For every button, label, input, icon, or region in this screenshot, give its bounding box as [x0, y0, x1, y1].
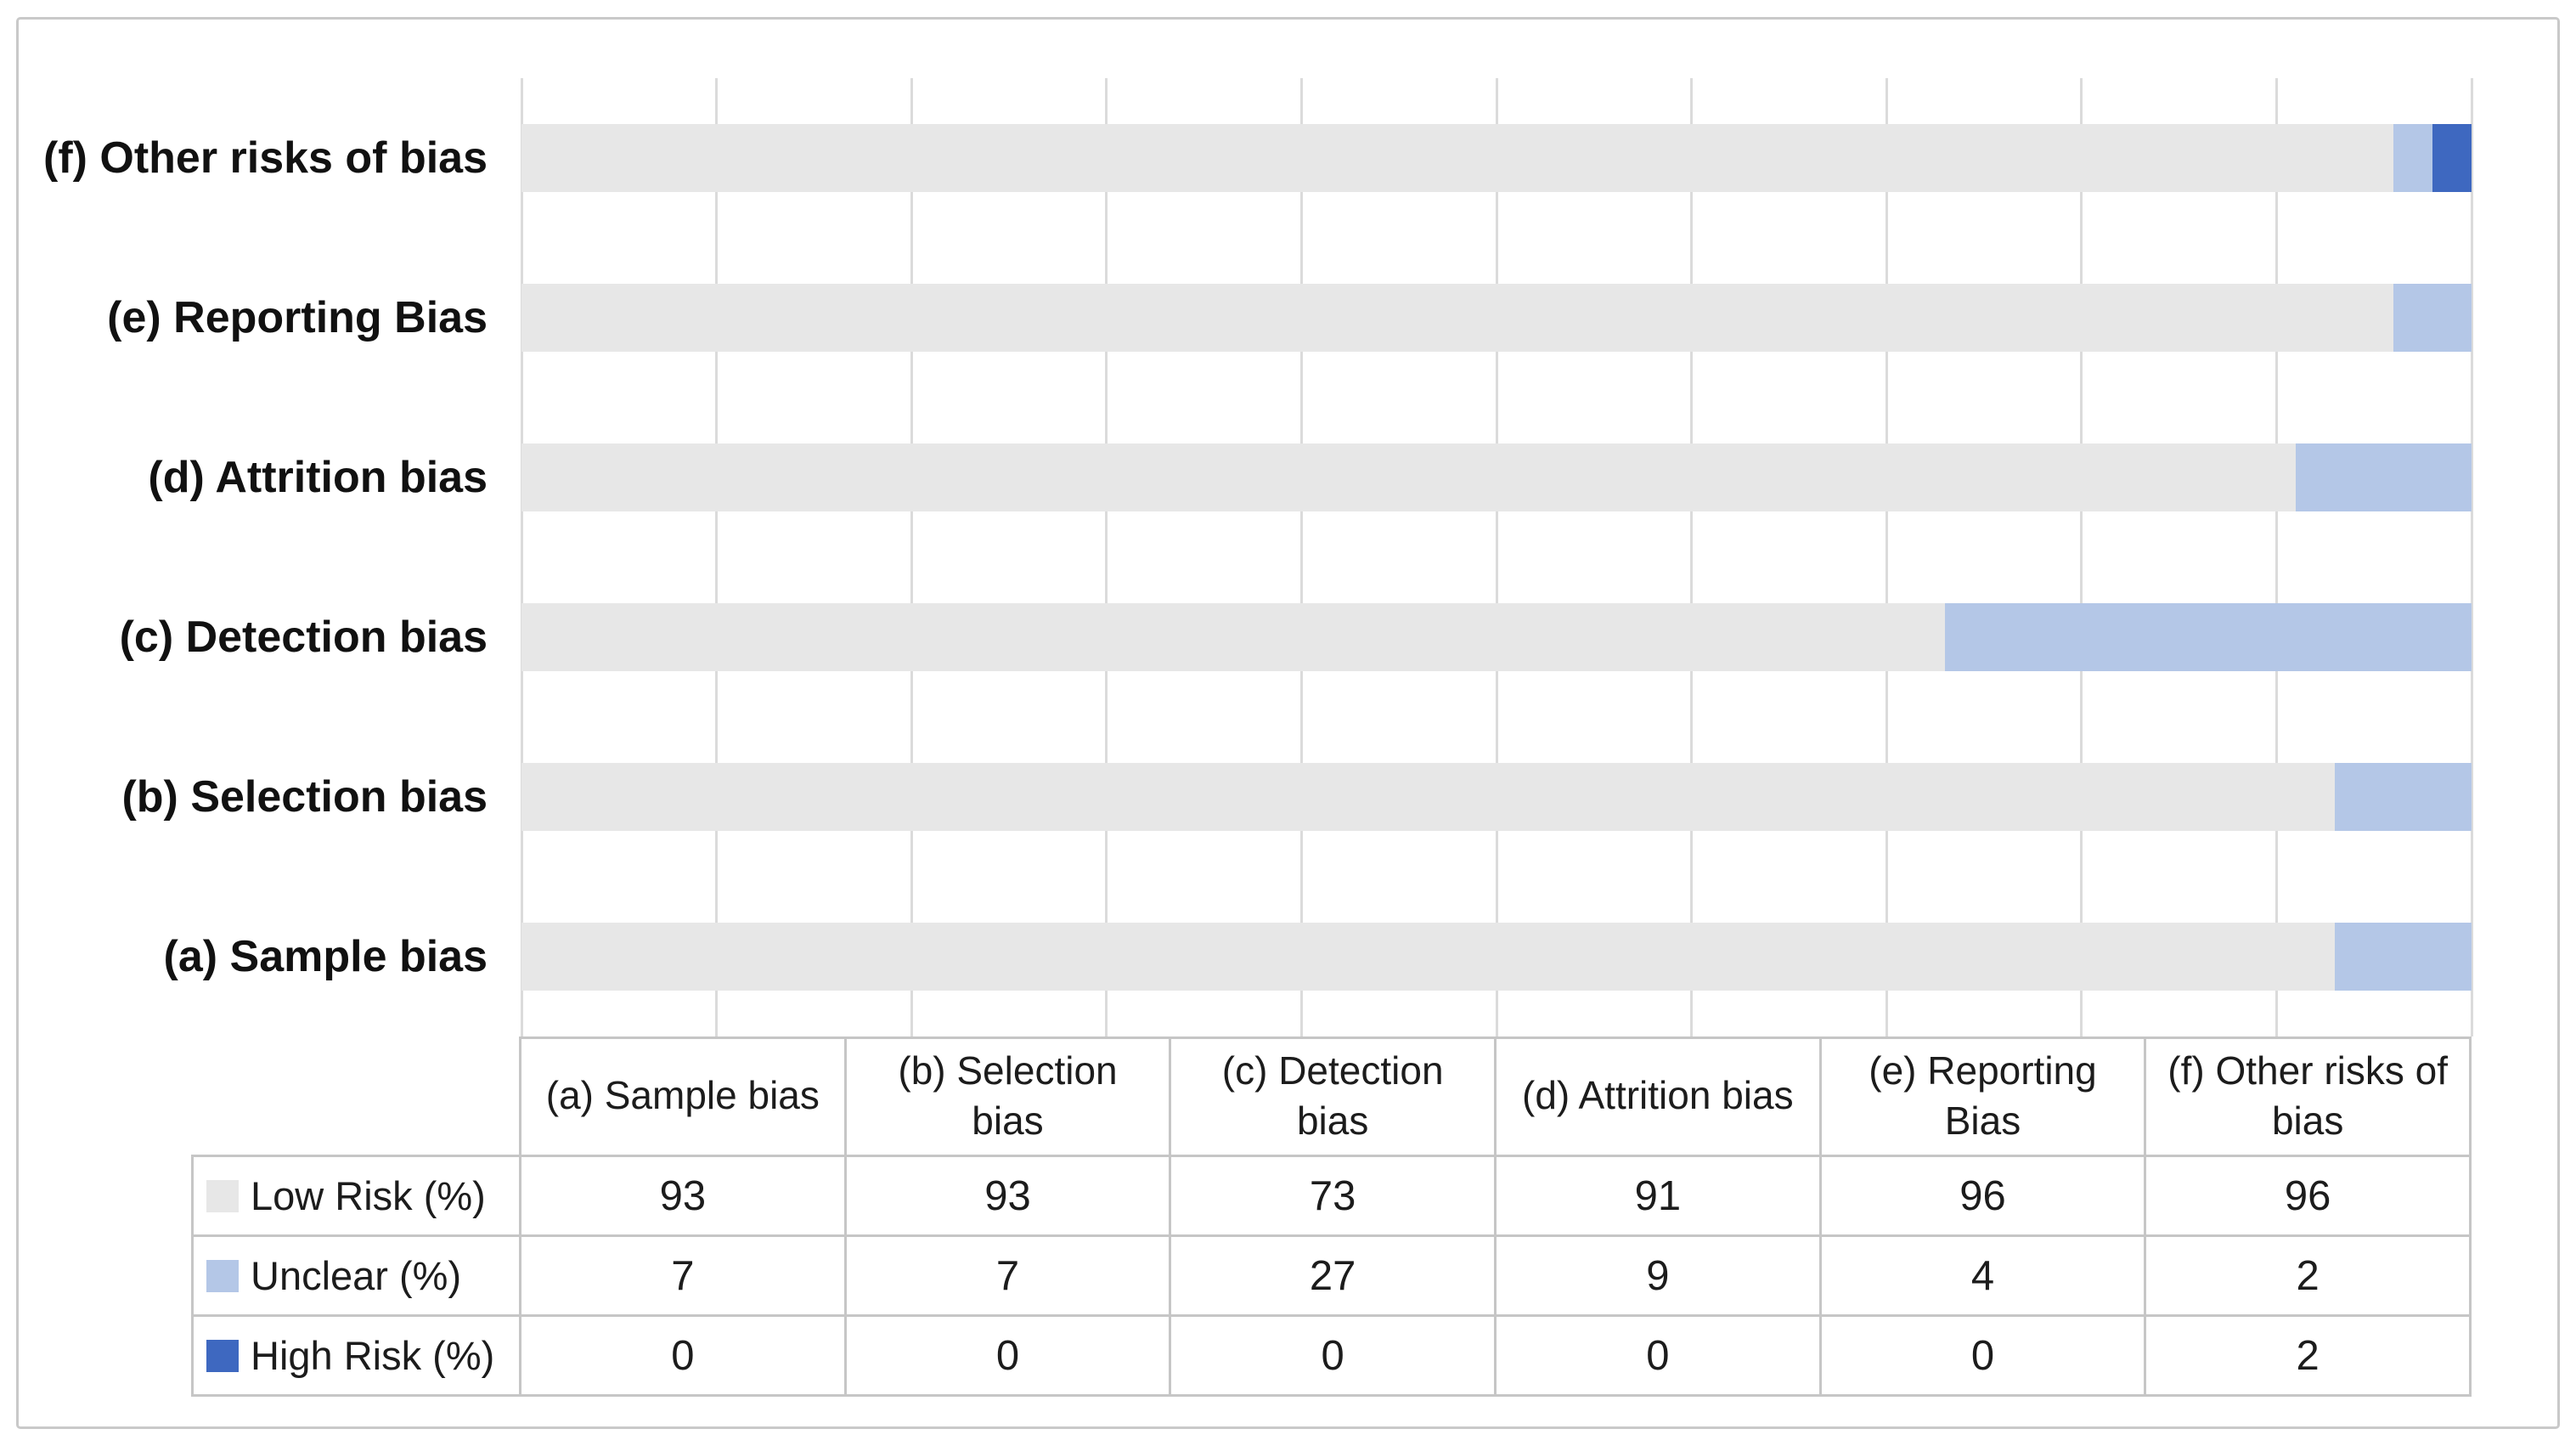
- bar-segment: [1945, 603, 2472, 671]
- table-corner-cell: [191, 1036, 521, 1157]
- bar-row: [521, 923, 2472, 991]
- table-value-cell: 91: [1496, 1157, 1822, 1237]
- bar-segment: [2393, 284, 2472, 352]
- plot-area: [520, 78, 2473, 1036]
- table-value-cell: 9: [1496, 1237, 1822, 1317]
- table-row-label: Unclear (%): [191, 1237, 521, 1317]
- table-value-cell: 93: [521, 1157, 847, 1237]
- bar-segment: [2432, 124, 2472, 192]
- gridline: [2080, 78, 2083, 1036]
- gridline: [1299, 78, 1303, 1036]
- table-value-cell: 96: [1821, 1157, 2147, 1237]
- bar-segment: [521, 284, 2394, 352]
- table-row-label: Low Risk (%): [191, 1157, 521, 1237]
- data-table: (a) Sample bias (b) Selection bias (c) Dete…: [191, 1036, 2472, 1397]
- bar-row: [521, 443, 2472, 511]
- table-value-cell: 0: [1496, 1317, 1822, 1397]
- table-header-cell: (d) Attrition bias: [1496, 1036, 1822, 1157]
- table-header-cell: (f) Other risks of bias: [2146, 1036, 2472, 1157]
- bar-segment: [2296, 443, 2472, 511]
- gridline: [1105, 78, 1108, 1036]
- table-value-cell: 0: [1821, 1317, 2147, 1397]
- bar-segment: [2335, 763, 2472, 831]
- gridline: [1885, 78, 1888, 1036]
- table-value-cell: 0: [1171, 1317, 1497, 1397]
- table-header-cell: (a) Sample bias: [521, 1036, 847, 1157]
- bar-segment: [521, 603, 1946, 671]
- table-left-border: [191, 1157, 194, 1397]
- bar-segment: [2335, 923, 2472, 991]
- table-header-cell: (e) Reporting Bias: [1821, 1036, 2147, 1157]
- category-label: (c) Detection bias: [119, 613, 488, 662]
- gridline: [1495, 78, 1498, 1036]
- category-label: (e) Reporting Bias: [107, 293, 488, 342]
- bar-segment: [521, 124, 2394, 192]
- bar-row: [521, 763, 2472, 831]
- table-value-cell: 73: [1171, 1157, 1497, 1237]
- table-value-cell: 93: [846, 1157, 1172, 1237]
- legend-label-text: High Risk (%): [251, 1333, 495, 1378]
- gridline: [520, 78, 523, 1036]
- table-value-cell: 0: [846, 1317, 1172, 1397]
- table-value-cell: 2: [2146, 1237, 2472, 1317]
- legend-swatch: [206, 1179, 239, 1212]
- bar-row: [521, 284, 2472, 352]
- table-value-cell: 27: [1171, 1237, 1497, 1317]
- category-axis-labels: (f) Other risks of bias (e) Reporting Bia…: [25, 78, 504, 1036]
- table-header-cell: (b) Selection bias: [846, 1036, 1172, 1157]
- legend-label-text: Unclear (%): [251, 1253, 462, 1298]
- table-value-cell: 7: [846, 1237, 1172, 1317]
- table-row-label: High Risk (%): [191, 1317, 521, 1397]
- gridline: [2470, 78, 2473, 1036]
- category-label: (b) Selection bias: [121, 772, 488, 822]
- category-label: (f) Other risks of bias: [43, 133, 488, 183]
- table-top-border: [521, 1036, 2472, 1039]
- category-label: (a) Sample bias: [163, 932, 488, 981]
- legend-swatch: [206, 1339, 239, 1372]
- figure-border: [16, 17, 2560, 1429]
- bar-segment: [521, 763, 2336, 831]
- gridline: [2274, 78, 2278, 1036]
- bar-segment: [521, 923, 2336, 991]
- gridline: [910, 78, 913, 1036]
- bar-row: [521, 124, 2472, 192]
- gridline: [715, 78, 719, 1036]
- bar-segment: [2393, 124, 2433, 192]
- gridline: [1690, 78, 1694, 1036]
- table-value-cell: 4: [1821, 1237, 2147, 1317]
- legend-label-text: Low Risk (%): [251, 1173, 486, 1218]
- table-header-cell: (c) Detection bias: [1171, 1036, 1497, 1157]
- bar-row: [521, 603, 2472, 671]
- legend-swatch: [206, 1259, 239, 1292]
- table-value-cell: 96: [2146, 1157, 2472, 1237]
- table-value-cell: 7: [521, 1237, 847, 1317]
- table-value-cell: 2: [2146, 1317, 2472, 1397]
- category-label: (d) Attrition bias: [148, 453, 488, 502]
- table-value-cell: 0: [521, 1317, 847, 1397]
- bar-segment: [521, 443, 2297, 511]
